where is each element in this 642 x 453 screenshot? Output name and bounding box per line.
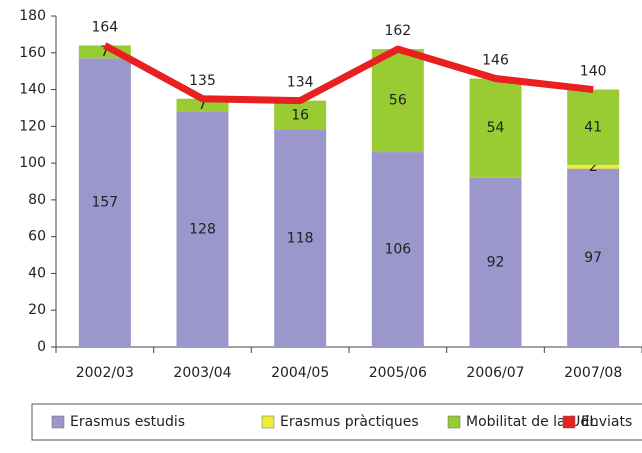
bar-segment bbox=[274, 130, 327, 347]
data-label: 54 bbox=[487, 120, 505, 136]
bar-segment bbox=[567, 89, 620, 165]
x-tick-label: 2007/08 bbox=[564, 365, 622, 381]
y-tick-label: 0 bbox=[37, 339, 46, 355]
data-label: 56 bbox=[389, 93, 407, 109]
bar-segment bbox=[469, 177, 522, 347]
y-tick-label: 40 bbox=[28, 265, 46, 281]
data-label: 118 bbox=[287, 231, 314, 247]
x-tick-label: 2006/07 bbox=[466, 365, 524, 381]
bar-segment bbox=[567, 168, 620, 347]
x-tick-label: 2005/06 bbox=[369, 365, 427, 381]
legend-swatch bbox=[562, 415, 576, 429]
legend-label: Enviats bbox=[581, 414, 632, 430]
data-label: 41 bbox=[584, 119, 602, 135]
data-label: 140 bbox=[580, 64, 607, 80]
legend-swatch bbox=[261, 415, 275, 429]
x-tick-label: 2004/05 bbox=[271, 365, 329, 381]
data-label: 2 bbox=[589, 159, 598, 175]
y-tick-label: 180 bbox=[19, 8, 46, 24]
data-label: 135 bbox=[189, 73, 216, 89]
data-label: 7 bbox=[100, 44, 109, 60]
legend-swatch bbox=[51, 415, 65, 429]
y-tick-label: 140 bbox=[19, 82, 46, 98]
bar-segment bbox=[371, 49, 424, 153]
bar-segment bbox=[78, 58, 131, 348]
x-tick-label: 2002/03 bbox=[76, 365, 134, 381]
y-tick-label: 80 bbox=[28, 192, 46, 208]
legend-box bbox=[31, 403, 642, 441]
bar-segment bbox=[371, 152, 424, 347]
y-tick-label: 120 bbox=[19, 118, 46, 134]
x-tick-label: 2003/04 bbox=[173, 365, 231, 381]
legend-label: Erasmus pràctiques bbox=[280, 414, 419, 430]
data-label: 134 bbox=[287, 75, 314, 91]
legend-label: Mobilitat de la UdL bbox=[466, 414, 597, 430]
y-tick-label: 20 bbox=[28, 302, 46, 318]
data-label: 157 bbox=[91, 195, 118, 211]
data-label: 7 bbox=[198, 97, 207, 113]
bar-segment bbox=[274, 100, 327, 131]
legend-swatch bbox=[447, 415, 461, 429]
bar-segment bbox=[469, 78, 522, 178]
y-tick-label: 100 bbox=[19, 155, 46, 171]
data-label: 128 bbox=[189, 221, 216, 237]
data-label: 146 bbox=[482, 53, 509, 69]
y-tick-label: 60 bbox=[28, 229, 46, 245]
legend-label: Erasmus estudis bbox=[70, 414, 185, 430]
y-tick-label: 160 bbox=[19, 45, 46, 61]
data-label: 164 bbox=[91, 19, 118, 35]
bar-segment bbox=[567, 164, 620, 169]
data-label: 162 bbox=[384, 23, 411, 39]
data-label: 97 bbox=[584, 250, 602, 266]
bar-segment bbox=[176, 111, 229, 347]
data-label: 92 bbox=[487, 254, 505, 270]
data-label: 16 bbox=[291, 107, 309, 123]
line bbox=[103, 42, 594, 105]
data-label: 106 bbox=[384, 242, 411, 258]
